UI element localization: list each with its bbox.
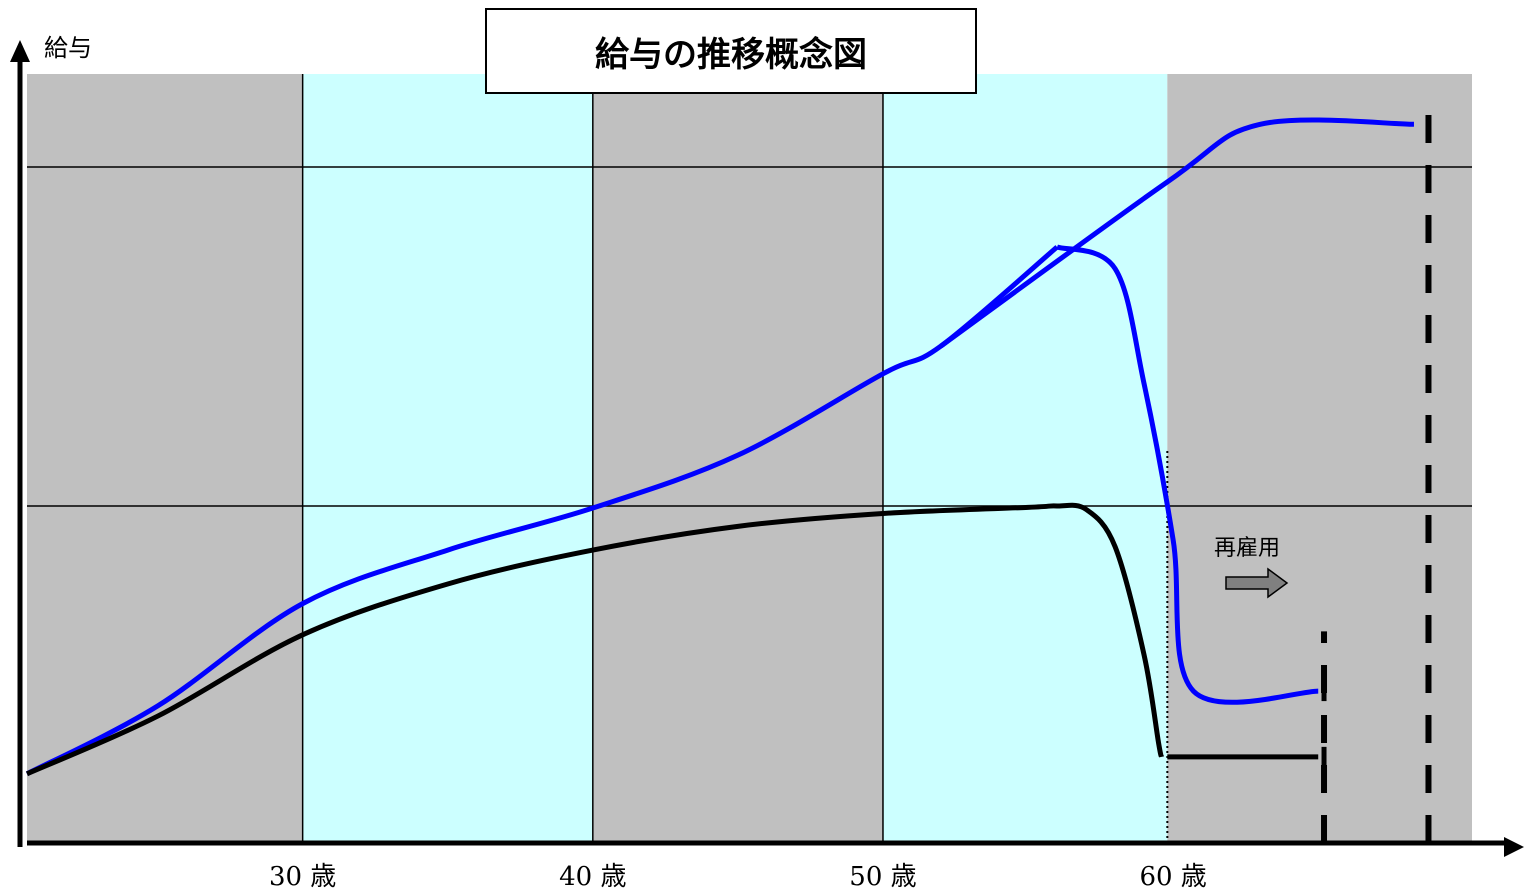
rehire-arrow-icon: [1225, 567, 1289, 599]
series-0-segment-1: [1056, 244, 1319, 705]
chart-title: 給与の推移概念図: [485, 8, 977, 94]
x-axis-arrow: [1504, 837, 1524, 857]
series-1-segment-0: [25, 502, 1164, 777]
x-tick-label-50: 50 歳: [849, 862, 917, 892]
background-band-2: [592, 74, 883, 843]
background-band-3: [882, 74, 1168, 843]
x-tick-label-30: 30 歳: [268, 862, 337, 892]
y-axis-arrow: [10, 40, 30, 62]
background-band-1: [302, 74, 593, 843]
series-0-segment-0: [25, 245, 1059, 777]
x-tick-label-40: 40 歳: [559, 862, 627, 892]
y-axis-label: 給与: [44, 34, 92, 62]
background-band-0: [27, 74, 303, 843]
x-tick-label-60: 60 歳: [1139, 862, 1207, 892]
series-0-segment-2: [939, 117, 1414, 349]
rehire-annotation: 再雇用: [1214, 536, 1281, 561]
background-band-4: [1167, 74, 1472, 843]
